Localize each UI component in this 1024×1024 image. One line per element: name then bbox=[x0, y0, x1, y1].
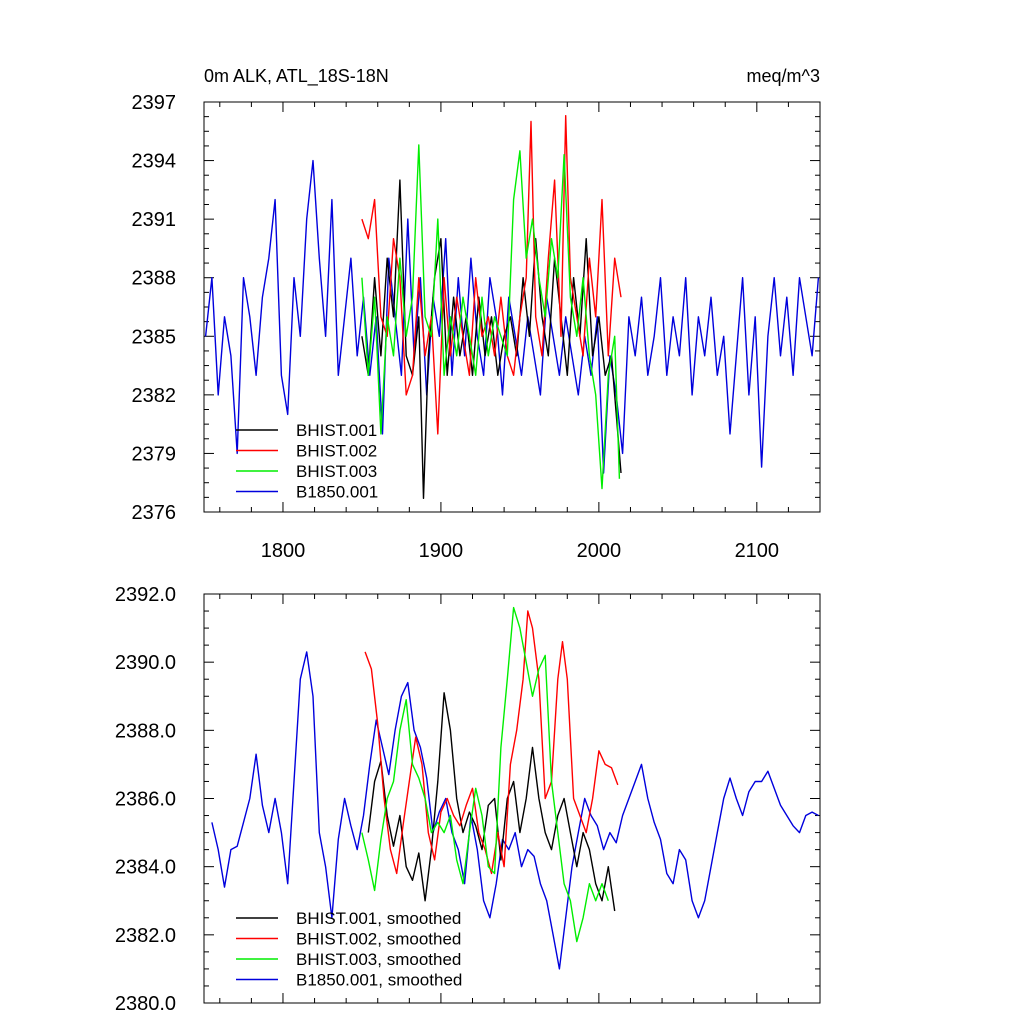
x-tick-label: 1900 bbox=[419, 540, 464, 562]
y-tick-label: 2388 bbox=[132, 268, 177, 290]
series-line-bhist-003 bbox=[361, 606, 609, 943]
legend-label: BHIST.003, smoothed bbox=[296, 950, 461, 969]
y-tick-label: 2385 bbox=[132, 326, 177, 348]
legend-label: B1850.001 bbox=[296, 483, 378, 502]
legend-label: BHIST.001 bbox=[296, 421, 377, 440]
y-tick-label: 2379 bbox=[132, 443, 177, 465]
y-tick-label: 2397 bbox=[132, 92, 177, 114]
series-line-b1850-001 bbox=[204, 159, 820, 474]
y-tick-label: 2388.0 bbox=[115, 720, 176, 742]
y-tick-label: 2394 bbox=[132, 151, 177, 173]
y-tick-label: 2376 bbox=[132, 502, 177, 524]
chart-units: meq/m^3 bbox=[747, 66, 820, 86]
y-tick-label: 2382.0 bbox=[115, 925, 176, 947]
y-tick-label: 2384.0 bbox=[115, 857, 176, 879]
y-tick-label: 2391 bbox=[132, 209, 177, 231]
legend-label: BHIST.003 bbox=[296, 462, 377, 481]
series-line-bhist-002 bbox=[361, 114, 622, 435]
legend-label: BHIST.002, smoothed bbox=[296, 930, 461, 949]
y-tick-label: 2386.0 bbox=[115, 789, 176, 811]
x-tick-label: 2000 bbox=[577, 540, 622, 562]
chart-title: 0m ALK, ATL_18S-18N bbox=[204, 66, 389, 87]
plot-panel-1: 2376 2379 2382 2385 2388 2391 2394 2397 1800 1900… bbox=[132, 92, 821, 562]
y-tick-label: 2380.0 bbox=[115, 993, 176, 1015]
y-tick-label: 2392.0 bbox=[115, 584, 176, 606]
series-line-b1850-001 bbox=[211, 651, 819, 970]
series-line-bhist-002 bbox=[364, 610, 619, 875]
y-tick-label: 2390.0 bbox=[115, 652, 176, 674]
x-tick-label: 1800 bbox=[261, 540, 306, 562]
plot-panel-2: 2380.0 2382.0 2384.0 2386.0 2388.0 2390.0 2392… bbox=[115, 584, 821, 1015]
legend-label: BHIST.002 bbox=[296, 442, 377, 461]
series-line-bhist-001 bbox=[367, 692, 616, 912]
legend-label: BHIST.001, smoothed bbox=[296, 909, 461, 928]
series-line-bhist-003 bbox=[361, 144, 621, 490]
legend-label: B1850.001, smoothed bbox=[296, 971, 462, 990]
x-tick-label: 2100 bbox=[735, 540, 780, 562]
y-tick-label: 2382 bbox=[132, 385, 177, 407]
